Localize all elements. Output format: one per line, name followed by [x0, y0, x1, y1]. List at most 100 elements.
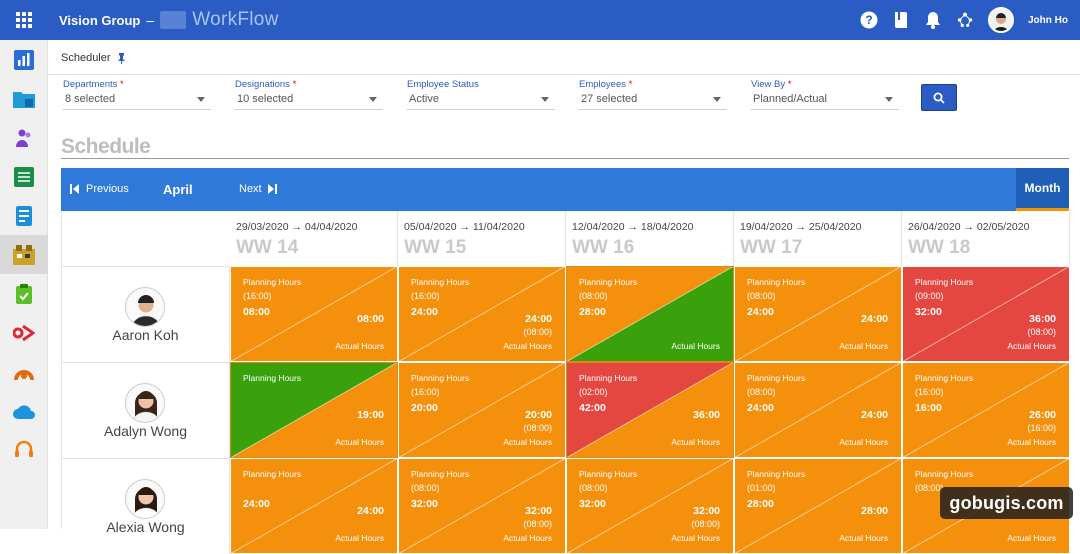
filter-employees-label: Employees [579, 79, 626, 90]
cell-background [734, 266, 902, 362]
pin-icon[interactable] [117, 52, 126, 64]
employee-avatar [125, 479, 165, 519]
bar-chart-icon [14, 49, 34, 70]
chevron-down-icon [197, 97, 205, 102]
filter-view-by[interactable]: View By * Planned/Actual [751, 79, 899, 110]
sidebar-item-reports[interactable] [0, 40, 48, 79]
sidebar-item-sheets[interactable] [0, 157, 48, 196]
cell-background [902, 266, 1070, 362]
schedule-cell[interactable]: Planning Hours (08:00) 32:00 32:00 (08:00) Ac… [398, 458, 566, 554]
actual-hours-label: Actual Hours [1007, 341, 1056, 351]
planning-hours-label: Planning Hours [579, 469, 638, 479]
actual-value: 19:00 [357, 409, 384, 421]
sidebar-item-scheduler[interactable] [0, 235, 48, 274]
schedule-cell[interactable]: Planning Hours 24:00 24:00 Actual Hours [230, 458, 398, 554]
designations-select[interactable]: 10 selected [235, 93, 383, 110]
planning-paren: (16:00) [411, 291, 440, 301]
month-view-tab[interactable]: Month [1016, 168, 1069, 211]
planning-value: 24:00 [747, 402, 774, 414]
form-icon [16, 205, 32, 226]
app-launcher-button[interactable] [0, 0, 48, 40]
filter-employee-status[interactable]: Employee Status Active [407, 79, 555, 110]
actual-value: 24:00 [525, 313, 552, 325]
planning-value: 32:00 [915, 306, 942, 318]
help-icon[interactable]: ? [860, 11, 878, 29]
notification-bell-icon[interactable] [924, 11, 942, 29]
filter-departments[interactable]: Departments * 8 selected [63, 79, 211, 110]
actual-value: 28:00 [861, 505, 888, 517]
week-label: WW 14 [236, 237, 299, 258]
schedule-cell[interactable]: Planning Hours (08:00) 24:00 24:00 Actual Ho… [734, 266, 902, 362]
sidebar-item-teams[interactable] [0, 118, 48, 157]
departments-select[interactable]: 8 selected [63, 93, 211, 110]
sidebar-item-forms[interactable] [0, 196, 48, 235]
sidebar-item-flow[interactable] [0, 313, 48, 352]
actual-paren: (08:00) [1027, 327, 1056, 337]
actual-hours-label: Actual Hours [335, 341, 384, 351]
sidebar-item-tasks[interactable] [0, 274, 48, 313]
schedule-cell[interactable]: Planning Hours 19:00 Actual Hours [230, 362, 398, 458]
svg-text:?: ? [865, 13, 872, 27]
planning-paren: (08:00) [411, 483, 440, 493]
schedule-cell[interactable]: Planning Hours (08:00) 28:00 Actual Hours [566, 266, 734, 362]
filter-designations[interactable]: Designations * 10 selected [235, 79, 383, 110]
network-icon[interactable] [956, 11, 974, 29]
week-label: WW 17 [740, 237, 803, 258]
user-avatar[interactable] [988, 7, 1014, 33]
week-header: 05/04/2020 → 11/04/2020 WW 15 [398, 211, 566, 266]
sidebar-item-files[interactable] [0, 79, 48, 118]
schedule-cell[interactable]: Planning Hours (02:00) 42:00 36:00 Actual Ho… [566, 362, 734, 458]
actual-paren: (08:00) [523, 327, 552, 337]
schedule-cell[interactable]: Planning Hours (01:00) 28:00 28:00 Actual Ho… [734, 458, 902, 554]
planning-hours-label: Planning Hours [579, 373, 638, 383]
week-label: WW 15 [404, 237, 467, 258]
schedule-cell[interactable]: Planning Hours (16:00) 16:00 26:00 (16:00) Ac… [902, 362, 1070, 458]
filter-employees[interactable]: Employees * 27 selected [579, 79, 727, 110]
employee-avatar [125, 383, 165, 423]
schedule-cell[interactable]: Planning Hours (16:00) 20:00 20:00 (08:00) Ac… [398, 362, 566, 458]
book-icon[interactable] [892, 11, 910, 29]
planning-paren: (08:00) [915, 483, 944, 493]
actual-hours-label: Actual Hours [671, 533, 720, 543]
cell-background [734, 362, 902, 458]
employee-name: Alexia Wong [106, 519, 185, 535]
sidebar-item-analytics[interactable] [0, 352, 48, 391]
view-by-select[interactable]: Planned/Actual [751, 93, 899, 110]
schedule-cell[interactable]: Planning Hours (08:00) 24:00 24:00 Actual Ho… [734, 362, 902, 458]
brand-separator: – [146, 12, 155, 28]
actual-paren: (16:00) [1027, 423, 1056, 433]
required-marker: * [120, 79, 124, 90]
required-marker: * [292, 79, 297, 90]
planning-hours-label: Planning Hours [579, 277, 638, 287]
actual-value: 32:00 [693, 505, 720, 517]
user-name[interactable]: John Ho [1028, 14, 1068, 26]
calendar-navigation: Previous April Next Month [61, 168, 1069, 211]
schedule-cell[interactable]: Planning Hours (16:00) 08:00 08:00 Actual Ho… [230, 266, 398, 362]
search-button[interactable] [921, 84, 957, 111]
schedule-cell[interactable]: Planning Hours (08:00) 32:00 32:00 (08:00) Ac… [566, 458, 734, 554]
previous-button[interactable]: Previous [70, 183, 129, 195]
actual-value: 24:00 [357, 505, 384, 517]
sidebar-item-cloud[interactable] [0, 391, 48, 430]
planning-hours-label: Planning Hours [915, 277, 974, 287]
employee-status-select[interactable]: Active [407, 93, 555, 110]
scheduler-icon [13, 244, 35, 265]
actual-hours-label: Actual Hours [503, 341, 552, 351]
planning-hours-label: Planning Hours [747, 373, 806, 383]
filter-view-by-label: View By [751, 79, 786, 90]
schedule-cell[interactable]: Planning Hours (09:00) 32:00 36:00 (08:00) Ac… [902, 266, 1070, 362]
sidebar-item-support[interactable] [0, 430, 48, 469]
cell-background [902, 362, 1070, 458]
chevron-down-icon [541, 97, 549, 102]
clipboard-icon [16, 283, 32, 304]
people-icon [16, 129, 31, 147]
planning-hours-label: Planning Hours [243, 277, 302, 287]
employees-select[interactable]: 27 selected [579, 93, 727, 110]
employee-avatar [125, 287, 165, 327]
actual-value: 20:00 [525, 409, 552, 421]
search-icon [933, 92, 945, 104]
schedule-cell[interactable]: Planning Hours (16:00) 24:00 24:00 (08:00) Ac… [398, 266, 566, 362]
spreadsheet-icon [14, 166, 34, 187]
next-button[interactable]: Next [239, 183, 277, 195]
planning-hours-label: Planning Hours [411, 277, 470, 287]
